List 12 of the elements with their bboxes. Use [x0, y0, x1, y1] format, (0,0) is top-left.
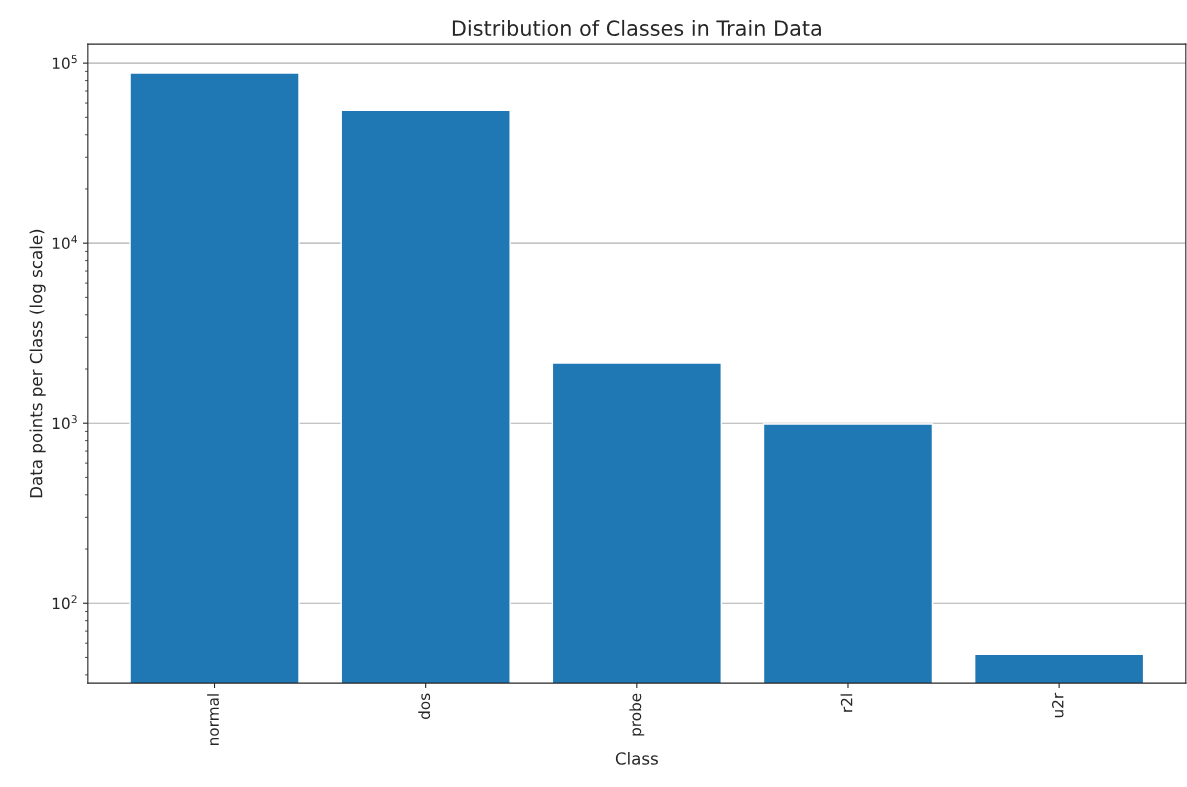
y-tick-label: 10$^{4}$: [52, 235, 78, 250]
y-tick-label: 10$^{2}$: [52, 595, 77, 610]
y-axis-title: Data points per Class (log scale): [29, 229, 46, 498]
x-tick-label: r2l: [840, 694, 853, 712]
x-tick-label: u2r: [1052, 692, 1064, 718]
x-axis-title: Class: [615, 751, 658, 765]
chart-title: Distribution of Classes in Train Data: [452, 19, 821, 37]
x-tick-label: dos: [418, 693, 431, 719]
y-tick-label: 10$^{5}$: [52, 55, 77, 70]
x-tick-label: probe: [629, 693, 645, 736]
x-tick-label: normal: [207, 694, 219, 745]
y-tick-label: 10$^{3}$: [52, 415, 77, 430]
